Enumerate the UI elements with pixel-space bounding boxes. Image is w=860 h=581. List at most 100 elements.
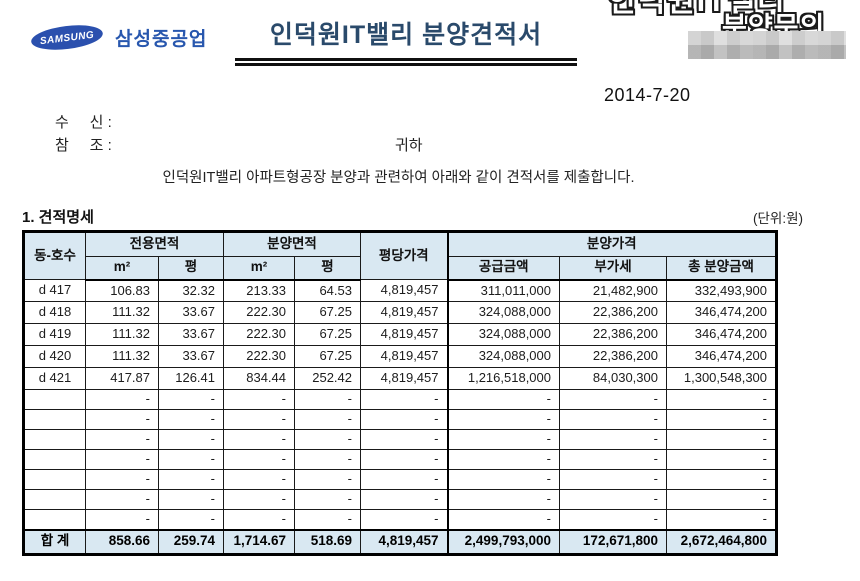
unit-cell xyxy=(23,389,86,410)
empty-table-row: -------- xyxy=(23,509,778,530)
col-header-sqm: m² xyxy=(223,256,295,281)
empty-table-row: -------- xyxy=(23,469,778,490)
value-cell: - xyxy=(85,509,159,530)
value-cell: - xyxy=(294,509,361,530)
value-cell: 2,499,793,000 xyxy=(446,528,560,555)
value-cell: 33.67 xyxy=(158,301,224,324)
value-cell: - xyxy=(559,429,667,450)
value-cell: 213.33 xyxy=(223,279,295,302)
value-cell: - xyxy=(158,509,224,530)
value-cell: - xyxy=(360,449,448,470)
value-cell: 2,672,464,800 xyxy=(665,528,778,555)
value-cell: - xyxy=(158,389,224,410)
value-cell: 518.69 xyxy=(294,528,361,555)
table-row: d 418 111.32 33.67 222.30 67.25 4,819,457 324,… xyxy=(23,301,778,324)
value-cell: - xyxy=(665,489,778,510)
empty-table-row: -------- xyxy=(23,449,778,470)
value-cell: 222.30 xyxy=(223,345,295,368)
col-header-price-per-pyeong: 평당가격 xyxy=(360,231,448,280)
value-cell: - xyxy=(559,409,667,430)
value-cell: - xyxy=(665,389,778,410)
value-cell: 33.67 xyxy=(158,345,224,368)
value-cell: 67.25 xyxy=(294,345,361,368)
value-cell: - xyxy=(446,509,560,530)
value-cell: 417.87 xyxy=(85,367,159,390)
value-cell: - xyxy=(360,489,448,510)
value-cell: 259.74 xyxy=(158,528,224,555)
value-cell: - xyxy=(294,389,361,410)
value-cell: 858.66 xyxy=(85,528,159,555)
value-cell: - xyxy=(360,409,448,430)
table-row: d 417 106.83 32.32 213.33 64.53 4,819,457 311,… xyxy=(23,279,778,302)
value-cell: 22,386,200 xyxy=(559,301,667,324)
value-cell: - xyxy=(559,449,667,470)
value-cell: - xyxy=(446,449,560,470)
value-cell: - xyxy=(223,489,295,510)
quote-table-body: d 417 106.83 32.32 213.33 64.53 4,819,457 311,… xyxy=(23,279,778,555)
recipient-cc-label: 참 조 : xyxy=(55,137,112,154)
value-cell: 324,088,000 xyxy=(446,301,560,324)
value-cell: 22,386,200 xyxy=(559,345,667,368)
value-cell: 84,030,300 xyxy=(559,367,667,390)
unit-cell: d 419 xyxy=(23,323,86,346)
col-header-exclusive-area: 전용면적 xyxy=(85,231,224,257)
value-cell: 67.25 xyxy=(294,323,361,346)
value-cell: - xyxy=(85,389,159,410)
value-cell: 1,714.67 xyxy=(223,528,295,555)
value-cell: - xyxy=(446,389,560,410)
value-cell: 32.32 xyxy=(158,279,224,302)
value-cell: - xyxy=(294,469,361,490)
recipient-to-label: 수 신 : xyxy=(55,114,112,131)
honorific-label: 귀하 xyxy=(395,137,423,154)
value-cell: 21,482,900 xyxy=(559,279,667,302)
value-cell: 332,493,900 xyxy=(665,279,778,302)
value-cell: - xyxy=(85,469,159,490)
value-cell: - xyxy=(294,409,361,430)
value-cell: 4,819,457 xyxy=(360,528,448,555)
value-cell: - xyxy=(360,389,448,410)
table-row: d 419 111.32 33.67 222.30 67.25 4,819,457 324,… xyxy=(23,323,778,346)
value-cell: - xyxy=(85,449,159,470)
col-header-pyeong: 평 xyxy=(158,256,224,281)
value-cell: - xyxy=(223,429,295,450)
value-cell: - xyxy=(223,469,295,490)
value-cell: 324,088,000 xyxy=(446,323,560,346)
table-row: d 421 417.87 126.41 834.44 252.42 4,819,457 1,… xyxy=(23,367,778,390)
value-cell: 4,819,457 xyxy=(360,323,448,346)
value-cell: - xyxy=(294,429,361,450)
value-cell: 346,474,200 xyxy=(665,345,778,368)
quote-table-header: 동-호수 전용면적 분양면적 평당가격 분양가격 m² 평 m² 평 공급금액 … xyxy=(23,231,778,281)
col-header-sqm: m² xyxy=(85,256,159,281)
value-cell: - xyxy=(665,509,778,530)
value-cell: - xyxy=(158,429,224,450)
value-cell: 222.30 xyxy=(223,301,295,324)
col-header-unit: 동-호수 xyxy=(23,231,86,280)
value-cell: - xyxy=(446,409,560,430)
value-cell: - xyxy=(158,469,224,490)
watermark-text-partial: 인덕원IT밸리 xyxy=(608,0,787,18)
value-cell: 222.30 xyxy=(223,323,295,346)
value-cell: - xyxy=(223,409,295,430)
logo-row: SAMSUNG 삼성중공업 xyxy=(30,24,207,51)
value-cell: - xyxy=(446,469,560,490)
empty-table-row: -------- xyxy=(23,489,778,510)
value-cell: - xyxy=(665,449,778,470)
value-cell: 111.32 xyxy=(85,345,159,368)
value-cell: - xyxy=(559,509,667,530)
col-header-pyeong: 평 xyxy=(294,256,361,281)
value-cell: 1,216,518,000 xyxy=(446,367,560,390)
value-cell: 126.41 xyxy=(158,367,224,390)
value-cell: 106.83 xyxy=(85,279,159,302)
value-cell: - xyxy=(223,449,295,470)
quote-table: 동-호수 전용면적 분양면적 평당가격 분양가격 m² 평 m² 평 공급금액 … xyxy=(22,230,779,556)
company-name: 삼성중공업 xyxy=(115,29,208,50)
value-cell: 64.53 xyxy=(294,279,361,302)
value-cell: 111.32 xyxy=(85,301,159,324)
title-double-rule xyxy=(235,58,577,66)
samsung-logo-icon: SAMSUNG xyxy=(31,25,103,50)
unit-cell xyxy=(23,469,86,490)
redacted-phone-mosaic xyxy=(688,31,846,59)
value-cell: - xyxy=(665,409,778,430)
value-cell: - xyxy=(559,489,667,510)
